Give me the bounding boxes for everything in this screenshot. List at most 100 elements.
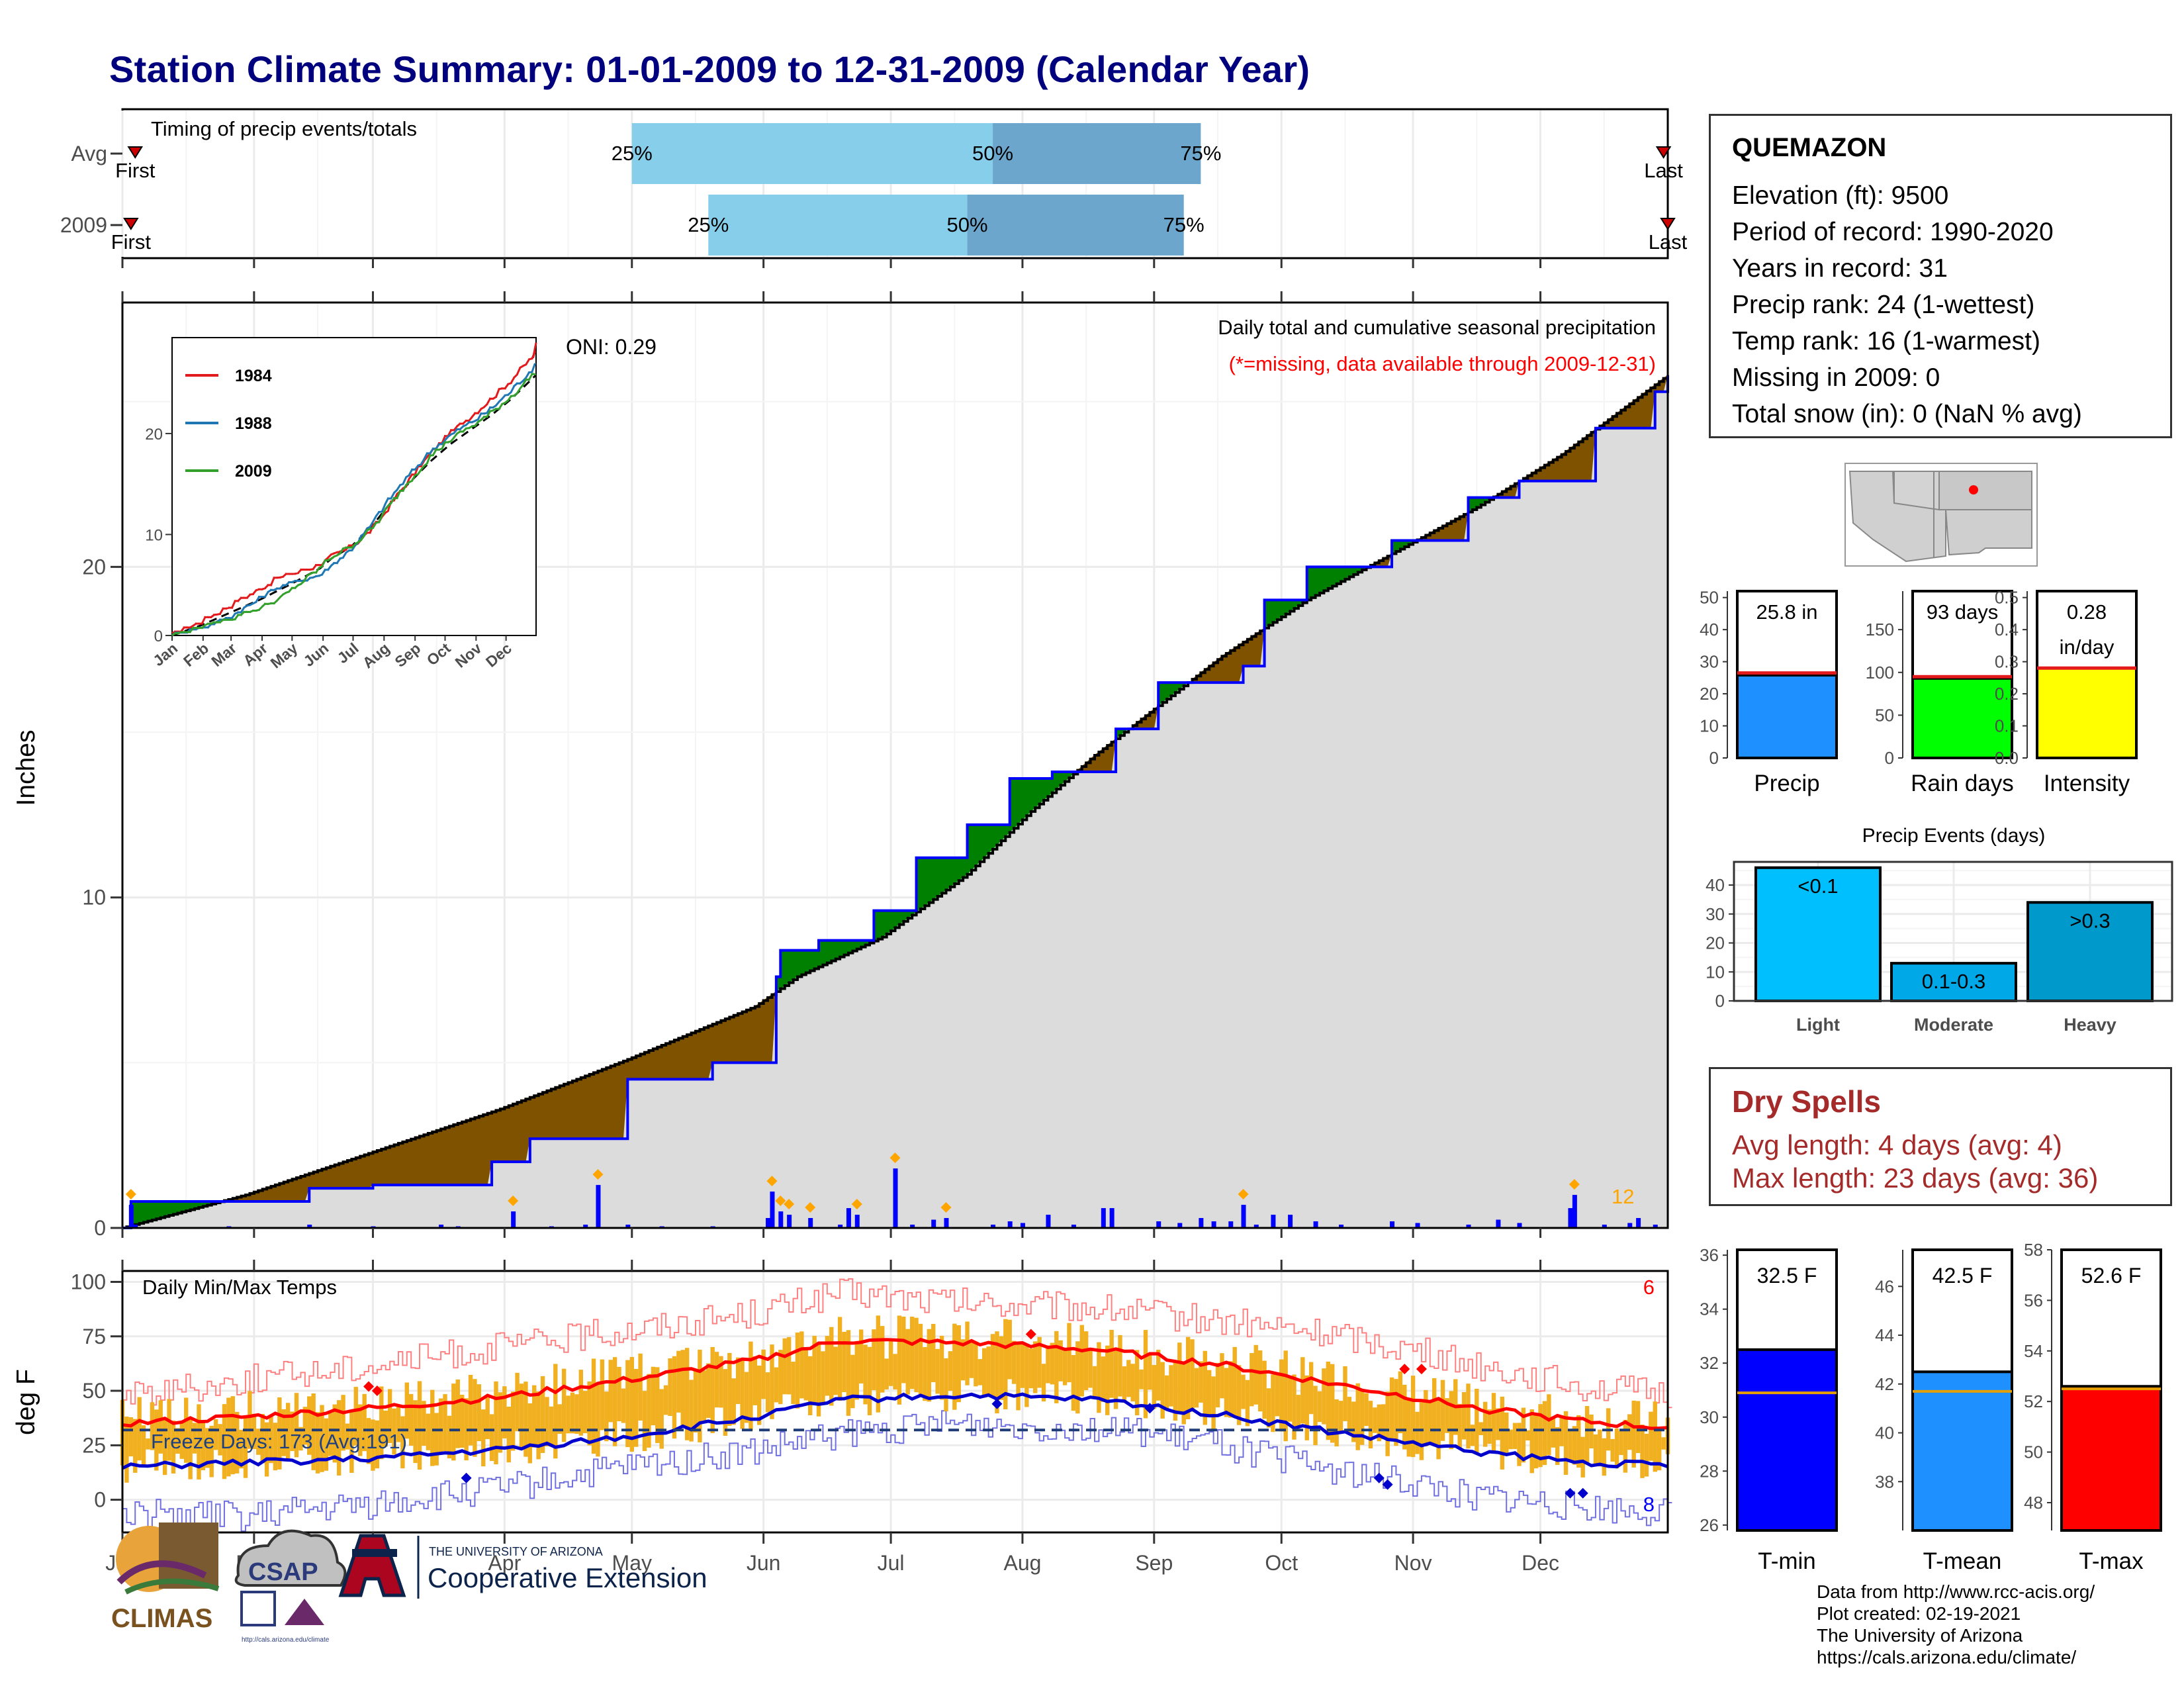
temp-bar-t-max: 48 50 52 54 56 58 52.6 F T-max xyxy=(2024,1240,2162,1574)
daily-temp-bar xyxy=(791,1362,796,1404)
daily-temp-bar xyxy=(248,1391,252,1449)
cumulative-diff-fill xyxy=(971,824,976,871)
daily-temp-bar xyxy=(752,1356,758,1405)
daily-temp-bar xyxy=(205,1428,210,1468)
daily-temp-bar xyxy=(553,1364,558,1459)
daily-precip-bar xyxy=(1046,1215,1051,1228)
month-label: Jul xyxy=(878,1551,905,1575)
avg-max-line xyxy=(122,1338,1668,1430)
summary-bar-name: Rain days xyxy=(1911,771,2014,796)
daily-temp-bar xyxy=(812,1336,817,1403)
extreme-precip-marker xyxy=(592,1169,604,1180)
summary-bar-tick-label: 10 xyxy=(1700,716,1719,736)
cumulative-diff-fill xyxy=(593,1070,598,1139)
cumulative-diff-fill xyxy=(929,857,934,904)
cumulative-diff-fill xyxy=(619,1060,624,1139)
daily-temp-bar xyxy=(608,1360,613,1423)
daily-precip-bar xyxy=(583,1225,588,1228)
daily-precip-bar xyxy=(766,1218,771,1228)
events-bar-label: >0.3 xyxy=(2070,909,2110,932)
daily-temp-bar xyxy=(502,1386,507,1438)
temp-bar-value-label: 32.5 F xyxy=(1757,1264,1817,1288)
daily-temp-bar xyxy=(1079,1325,1084,1397)
daily-temp-bar xyxy=(1271,1374,1275,1432)
cumulative-diff-fill xyxy=(385,1145,390,1186)
daily-temp-bar xyxy=(1113,1350,1118,1409)
station-marker xyxy=(1969,485,1978,494)
daily-temp-bar xyxy=(952,1323,957,1410)
daily-temp-bar xyxy=(642,1391,647,1452)
daily-temp-bar xyxy=(379,1386,384,1460)
daily-temp-bar xyxy=(527,1403,533,1464)
daily-temp-bar xyxy=(931,1323,936,1382)
daily-temp-bar xyxy=(1101,1356,1106,1402)
events-tick-label: 40 xyxy=(1706,875,1725,895)
daily-precip-bar xyxy=(1071,1225,1076,1228)
daily-temp-bar xyxy=(1398,1371,1403,1434)
cumulative-diff-fill xyxy=(457,1121,463,1186)
daily-temp-bar xyxy=(260,1413,265,1464)
record-min-line xyxy=(122,1410,1672,1532)
events-category-label: Heavy xyxy=(2064,1015,2116,1035)
daily-temp-bar xyxy=(927,1329,932,1402)
extreme-precip-marker xyxy=(889,1152,901,1164)
daily-temp-bar xyxy=(455,1379,460,1448)
daily-temp-bar xyxy=(676,1350,681,1413)
cumulative-diff-fill xyxy=(402,1140,408,1186)
daily-precip-bar xyxy=(1177,1223,1183,1228)
daily-temp-bar xyxy=(596,1385,600,1457)
daily-temp-bar xyxy=(188,1420,193,1479)
record-high-marker xyxy=(363,1381,375,1392)
daily-temp-bar xyxy=(545,1397,549,1446)
daily-precip-bar xyxy=(596,1185,601,1228)
precip-missing-label: (*=missing, data available through 2009-… xyxy=(1229,352,1656,375)
timing-pct-label: 50% xyxy=(947,213,988,236)
cumulative-diff-fill xyxy=(920,857,925,910)
daily-precip-bar xyxy=(625,1225,631,1228)
cumulative-diff-fill xyxy=(568,1080,573,1139)
month-label: Aug xyxy=(1003,1551,1041,1575)
cumulative-diff-fill xyxy=(793,950,798,981)
daily-temp-bar xyxy=(872,1329,876,1391)
daily-temp-bar xyxy=(778,1350,783,1405)
daily-precip-bar xyxy=(1288,1215,1293,1228)
daily-temp-bar xyxy=(893,1354,897,1390)
daily-precip-bar xyxy=(133,1225,138,1228)
daily-temp-bar xyxy=(1203,1350,1207,1425)
summary-bar-tick-label: 150 xyxy=(1866,620,1894,639)
timing-pct-label: 25% xyxy=(612,142,653,165)
logo-strip: CLIMAS CSAP http://cals.arizona.edu/clim… xyxy=(111,1523,707,1644)
cumulative-diff-fill xyxy=(389,1144,395,1186)
daily-temp-bar xyxy=(1649,1411,1653,1461)
daily-temp-bar xyxy=(1088,1348,1093,1388)
daily-temp-bar xyxy=(1385,1391,1390,1456)
events-bar-label: 0.1-0.3 xyxy=(1922,970,1986,993)
cumulative-diff-fill xyxy=(686,1032,692,1080)
daily-temp-bar xyxy=(1185,1336,1191,1419)
daily-precip-bar xyxy=(1211,1221,1216,1228)
daily-precip-bar xyxy=(1020,1223,1025,1228)
daily-temp-bar xyxy=(698,1349,702,1442)
daily-precip-bar xyxy=(846,1208,851,1228)
daily-temp-bar xyxy=(1199,1361,1203,1403)
record-high-marker xyxy=(371,1385,383,1397)
cumulative-diff-fill xyxy=(542,1090,547,1139)
timing-row-label: 2009 xyxy=(60,213,107,237)
daily-temp-bar xyxy=(1475,1389,1479,1454)
inset-ytick-label: 0 xyxy=(154,628,163,645)
daily-temp-bar xyxy=(468,1374,473,1446)
daily-temp-bar xyxy=(1169,1365,1173,1407)
timing-pct-label: 75% xyxy=(1180,142,1221,165)
events-tick-label: 30 xyxy=(1706,904,1725,924)
cumulative-diff-fill xyxy=(1310,566,1316,598)
extreme-precip-marker xyxy=(784,1199,795,1210)
timing-bar-q25-q50 xyxy=(631,123,993,184)
daily-temp-bar xyxy=(1054,1331,1059,1403)
daily-temp-bar xyxy=(1347,1397,1352,1434)
daily-temp-bar xyxy=(213,1419,218,1450)
daily-precip-bar xyxy=(910,1225,915,1228)
cumulative-diff-fill xyxy=(410,1137,416,1186)
daily-temp-bar xyxy=(1487,1409,1492,1444)
daily-temp-bar xyxy=(358,1404,363,1456)
daily-temp-bar xyxy=(1024,1346,1029,1407)
